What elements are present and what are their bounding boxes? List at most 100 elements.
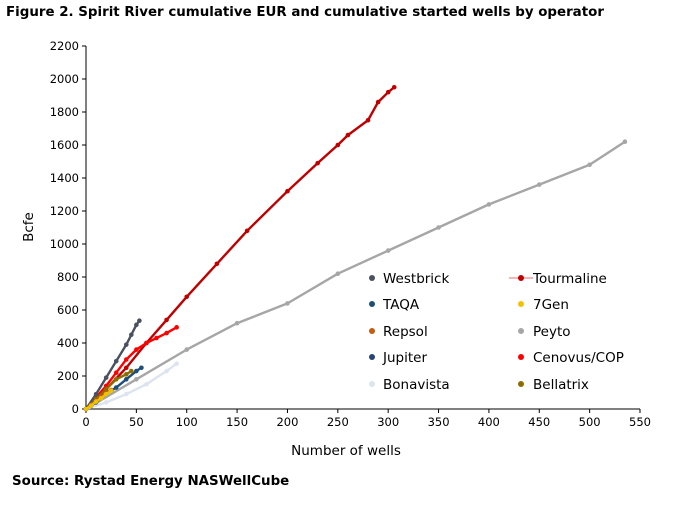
data-point-westbrick	[93, 391, 99, 397]
chart-plot-area	[83, 84, 628, 412]
data-point-7gen	[98, 395, 104, 401]
data-point-tourmaline	[184, 294, 190, 300]
data-point-taqa	[139, 365, 144, 371]
data-point-peyto	[335, 271, 341, 277]
data-point-cenovus-cop	[113, 370, 119, 376]
x-axis-label: Number of wells	[291, 443, 401, 459]
y-tick-label: 1600	[50, 138, 79, 152]
data-point-cenovus-cop	[123, 357, 129, 362]
legend-label-repsol: Repsol	[383, 324, 428, 340]
data-point-westbrick	[129, 332, 134, 338]
data-point-peyto	[536, 182, 542, 187]
data-point-bonavista	[144, 381, 149, 387]
x-tick-label: 550	[629, 415, 651, 429]
data-point-cenovus-cop	[154, 335, 159, 341]
data-point-bellatrix	[129, 368, 134, 374]
data-point-cenovus-cop	[174, 325, 179, 330]
x-tick-label: 250	[327, 415, 349, 429]
legend-label-westbrick: Westbrick	[383, 271, 449, 287]
data-point-peyto	[184, 347, 190, 352]
data-point-tourmaline	[123, 365, 129, 371]
series-line-cenovus-cop	[84, 326, 178, 411]
y-tick-label: 400	[57, 336, 79, 350]
data-point-tourmaline	[335, 142, 341, 148]
legend-marker-taqa	[369, 301, 375, 307]
legend-label-tourmaline: Tourmaline	[532, 271, 607, 287]
y-tick-label: 2000	[50, 72, 79, 86]
x-tick-label: 350	[428, 415, 450, 429]
series-7gen	[83, 388, 114, 412]
data-point-tourmaline	[345, 132, 351, 138]
data-point-westbrick	[134, 322, 139, 328]
legend-label-bonavista: Bonavista	[383, 377, 450, 393]
x-tick-label: 100	[176, 415, 198, 429]
source-note: Source: Rystad Energy NASWellCube	[12, 474, 290, 489]
data-point-bonavista	[164, 368, 169, 374]
series-cenovus-cop	[83, 325, 179, 412]
legend-label-peyto: Peyto	[533, 324, 571, 340]
y-tick-label: 600	[57, 303, 79, 317]
data-point-7gen	[88, 403, 94, 409]
data-point-westbrick	[103, 375, 109, 380]
data-point-peyto	[587, 162, 592, 168]
data-point-bonavista	[174, 361, 179, 366]
figure-title: Figure 2. Spirit River cumulative EUR an…	[6, 5, 604, 20]
data-point-taqa	[123, 377, 129, 382]
x-tick-label: 500	[579, 415, 601, 429]
data-point-tourmaline	[391, 84, 397, 90]
data-point-peyto	[436, 225, 441, 230]
data-point-7gen	[83, 406, 89, 412]
y-tick-label: 200	[57, 369, 79, 383]
x-tick-label: 0	[82, 415, 89, 429]
data-point-cenovus-cop	[164, 330, 169, 336]
data-point-peyto	[234, 320, 240, 326]
data-point-7gen	[108, 388, 114, 394]
chart-axes: 0200400600800100012001400160018002000220…	[50, 39, 651, 429]
y-tick-label: 0	[72, 402, 79, 416]
legend-marker-bonavista	[369, 381, 375, 387]
x-tick-label: 200	[276, 415, 298, 429]
x-tick-label: 150	[226, 415, 248, 429]
series-line-tourmaline	[84, 86, 396, 411]
x-tick-label: 450	[528, 415, 550, 429]
legend-label-jupiter: Jupiter	[382, 350, 427, 366]
data-point-bonavista	[123, 391, 129, 397]
legend-label-taqa: TAQA	[382, 297, 420, 313]
data-point-westbrick	[113, 358, 119, 364]
chart-legend: Westbrick TAQA Repsol Jupiter Bonavista Tourm…	[369, 271, 624, 393]
x-tick-label: 300	[377, 415, 399, 429]
data-point-tourmaline	[244, 228, 250, 234]
legend-marker-cenovus-cop	[518, 354, 524, 360]
legend-marker-repsol	[369, 328, 375, 334]
data-point-peyto	[285, 301, 290, 306]
x-tick-label: 400	[478, 415, 500, 429]
series-tourmaline	[83, 84, 397, 412]
series-westbrick	[83, 318, 142, 412]
data-point-bellatrix	[103, 386, 109, 392]
data-point-peyto	[134, 377, 139, 382]
legend-marker-peyto	[518, 328, 524, 334]
data-point-bellatrix	[113, 377, 119, 382]
y-tick-label: 1400	[50, 171, 79, 185]
data-point-taqa	[134, 368, 139, 374]
legend-label-bellatrix: Bellatrix	[533, 377, 589, 393]
legend-marker-bellatrix	[518, 381, 524, 387]
data-point-tourmaline	[315, 160, 320, 166]
data-point-tourmaline	[164, 317, 169, 323]
data-point-7gen	[93, 399, 99, 404]
data-point-peyto	[385, 248, 391, 253]
y-tick-label: 2200	[50, 39, 79, 53]
data-point-taqa	[113, 385, 119, 390]
legend-marker-westbrick	[369, 275, 375, 281]
data-point-peyto	[622, 139, 628, 144]
y-tick-label: 1000	[50, 237, 79, 251]
data-point-cenovus-cop	[144, 340, 149, 346]
series-line-peyto	[84, 140, 627, 411]
legend-marker-tourmaline	[518, 275, 524, 281]
data-point-tourmaline	[214, 261, 220, 267]
data-point-cenovus-cop	[134, 347, 139, 352]
data-point-peyto	[486, 202, 492, 207]
y-tick-label: 1800	[50, 105, 79, 119]
data-point-tourmaline	[365, 117, 371, 123]
